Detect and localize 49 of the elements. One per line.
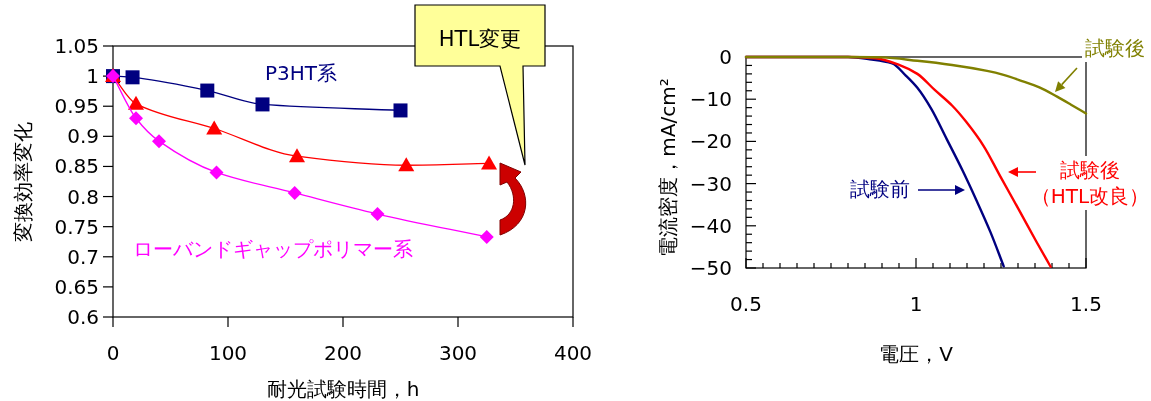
point [209, 165, 224, 180]
point [370, 207, 385, 222]
y-tick-label: 1 [86, 64, 99, 89]
point [200, 83, 215, 98]
x-axis-title: 耐光試験時間，h [266, 377, 420, 401]
point [129, 111, 143, 126]
y-tick-label: 0.6 [67, 305, 99, 329]
point [128, 95, 144, 110]
y-tick-label: 1.05 [54, 34, 99, 58]
x-tick-label: 400 [553, 341, 593, 365]
x-tick-label: 200 [323, 341, 363, 365]
point [287, 185, 302, 200]
y-axis-title: 変換効率変化 [11, 121, 35, 242]
point [398, 157, 415, 172]
point [206, 120, 223, 135]
x-tick-label: 100 [208, 341, 248, 365]
point [255, 97, 270, 112]
y-tick-label: 0.85 [54, 154, 99, 179]
x-tick-label: 0.5 [730, 292, 762, 316]
point [289, 148, 305, 163]
point [152, 134, 166, 149]
y-tick-label: 0 [719, 45, 732, 69]
annotation: HTL変更 [438, 27, 522, 51]
text: 試験後 [1085, 36, 1145, 60]
point [479, 229, 494, 244]
x-axis-title: 電圧，V [879, 342, 954, 366]
y-tick-label: 0.9 [67, 124, 99, 149]
y-tick-label: 0.75 [54, 214, 99, 239]
series-label: P3HT系 [265, 61, 338, 85]
y-tick-label: −20 [689, 129, 732, 154]
point [393, 103, 408, 118]
y-tick-label: −10 [689, 87, 732, 112]
y-tick-label: 0.95 [54, 94, 99, 119]
text: 試験前 [850, 177, 910, 201]
x-tick-label: 1.5 [1070, 292, 1102, 316]
point [125, 70, 140, 85]
y-tick-label: −40 [689, 213, 732, 238]
point [481, 155, 498, 170]
y-tick-label: 0.65 [54, 274, 99, 299]
y-axis-title: 電流密度，mA/cm² [656, 78, 680, 257]
legend-label: 試験後（HTL改良） [1030, 158, 1150, 208]
series-label: ローバンドギャップポリマー系 [133, 237, 413, 261]
y-tick-label: 0.8 [67, 184, 99, 209]
y-tick-label: 0.7 [67, 244, 99, 269]
y-tick-label: −30 [689, 171, 732, 196]
x-tick-label: 1 [909, 292, 923, 316]
x-tick-label: 0 [106, 341, 120, 365]
x-tick-label: 300 [438, 341, 478, 365]
y-tick-label: −50 [689, 256, 732, 280]
